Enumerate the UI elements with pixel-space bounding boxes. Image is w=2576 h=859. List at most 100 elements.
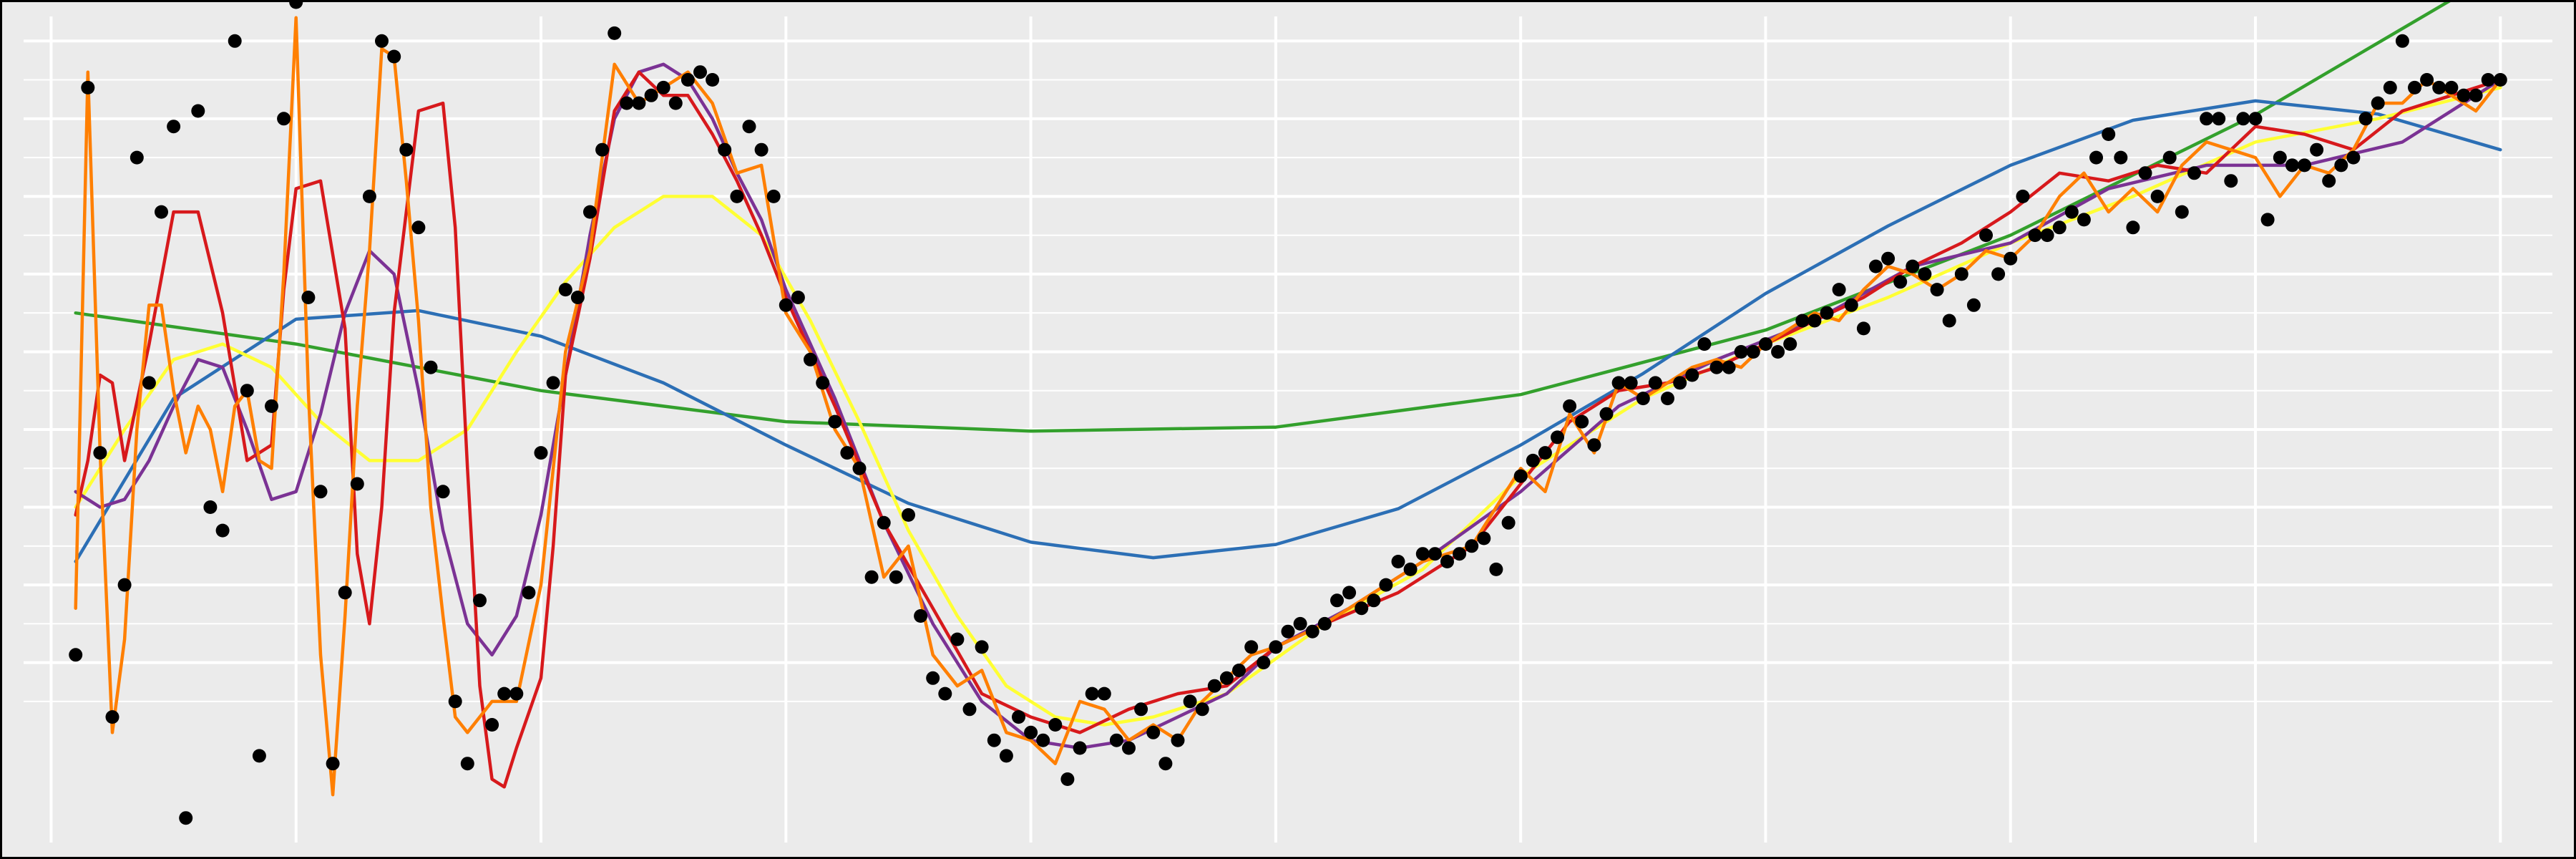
data-point: [1930, 283, 1944, 297]
data-point: [730, 189, 744, 203]
data-point: [632, 96, 646, 110]
data-point: [1122, 741, 1136, 755]
data-point: [1513, 469, 1528, 483]
data-point: [1942, 314, 1956, 328]
data-point: [999, 749, 1013, 763]
data-point: [1636, 392, 1650, 406]
series-line-4: [74, 62, 2502, 750]
data-point: [1587, 438, 1601, 452]
data-points: [69, 2, 2507, 825]
data-point: [2200, 112, 2214, 126]
data-point: [926, 671, 940, 685]
data-point: [436, 485, 450, 499]
data-point: [509, 686, 524, 701]
data-point: [1844, 298, 1858, 312]
data-point: [962, 702, 977, 717]
data-point: [2077, 213, 2091, 227]
data-point: [779, 298, 793, 312]
data-point: [816, 376, 830, 390]
data-point: [718, 142, 732, 157]
data-point: [706, 73, 720, 87]
data-point: [1244, 640, 1259, 654]
data-point: [2102, 127, 2116, 141]
data-point: [2322, 174, 2336, 188]
data-point: [2150, 189, 2165, 203]
data-point: [938, 686, 952, 701]
data-point: [2408, 80, 2421, 94]
data-point: [987, 733, 1001, 747]
data-point: [399, 142, 414, 157]
data-point: [105, 710, 119, 724]
data-point: [1330, 593, 1344, 608]
data-point: [1134, 702, 1148, 717]
data-point: [1465, 539, 1479, 553]
data-point: [1795, 314, 1810, 328]
data-point: [693, 65, 707, 79]
data-point: [350, 477, 364, 491]
data-point: [1146, 725, 1161, 739]
data-point: [1722, 360, 1736, 374]
data-point: [644, 88, 658, 102]
data-point: [1856, 321, 1870, 336]
data-point: [1575, 414, 1589, 429]
data-point: [338, 586, 352, 600]
data-point: [2064, 205, 2079, 219]
data-point: [804, 352, 817, 367]
data-point: [608, 26, 622, 40]
data-point: [2432, 80, 2446, 94]
data-point: [1551, 430, 1564, 445]
data-point: [791, 291, 805, 304]
data-point: [2493, 73, 2507, 87]
data-point: [2016, 189, 2030, 203]
data-point: [2114, 150, 2128, 165]
data-point: [1342, 586, 1357, 600]
data-point: [889, 570, 903, 584]
data-point: [1611, 376, 1626, 390]
data-point: [2383, 80, 2397, 94]
data-point: [387, 49, 401, 64]
data-point: [1036, 733, 1050, 747]
data-point: [1379, 578, 1393, 592]
data-point: [2089, 150, 2103, 165]
data-point: [362, 189, 376, 203]
data-point: [2248, 112, 2263, 126]
data-point: [2004, 251, 2018, 266]
data-point: [2187, 166, 2201, 180]
data-point: [1085, 686, 1099, 701]
data-point: [1428, 547, 1442, 561]
data-point: [570, 291, 585, 304]
data-point: [93, 446, 107, 460]
series-line-6: [74, 16, 2502, 797]
data-point: [950, 632, 965, 646]
data-point: [1195, 702, 1209, 717]
data-point: [546, 376, 560, 390]
data-point: [1783, 337, 1797, 351]
data-point: [265, 399, 278, 413]
data-point: [656, 80, 670, 94]
data-point: [252, 749, 266, 763]
data-point: [975, 640, 989, 654]
data-point: [2028, 228, 2042, 243]
data-point: [766, 189, 781, 203]
data-point: [1293, 616, 1307, 631]
data-point: [448, 694, 462, 709]
data-point: [1207, 679, 1221, 693]
data-point: [130, 150, 144, 165]
data-point: [2298, 158, 2311, 173]
data-point: [203, 500, 218, 514]
data-point: [1869, 259, 1883, 273]
data-point: [1661, 392, 1674, 406]
data-point: [1257, 656, 1271, 670]
data-point: [1685, 368, 1699, 382]
data-point: [1024, 725, 1038, 739]
data-point: [2175, 205, 2189, 219]
data-point: [2126, 220, 2140, 235]
data-point: [1563, 399, 1577, 413]
data-point: [2224, 174, 2238, 188]
data-point: [2469, 88, 2483, 102]
data-point: [1219, 671, 1234, 685]
data-point: [142, 376, 156, 390]
data-point: [1538, 446, 1552, 460]
data-point: [2420, 73, 2434, 87]
